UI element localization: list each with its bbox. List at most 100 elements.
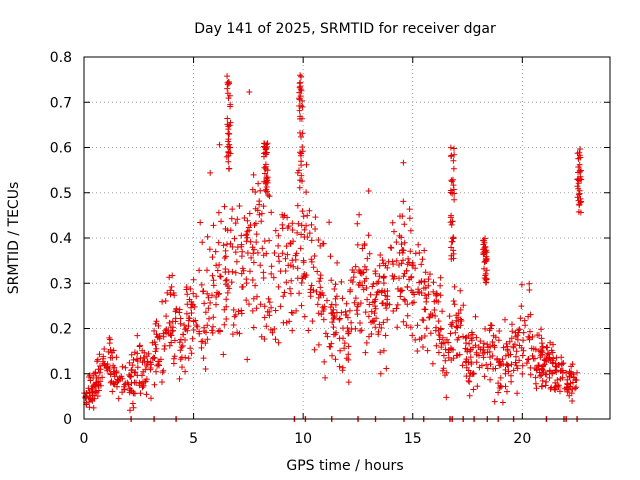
data-point (97, 363, 103, 369)
data-point (348, 326, 355, 333)
data-point (313, 288, 320, 295)
data-point (344, 314, 351, 321)
data-point (514, 390, 521, 397)
data-point (422, 292, 428, 299)
data-point (283, 243, 290, 250)
data-point (397, 288, 404, 295)
data-point (574, 369, 580, 376)
data-point (229, 243, 236, 250)
data-point (190, 327, 197, 333)
data-point (341, 340, 348, 347)
data-point (549, 370, 556, 376)
data-point (86, 399, 93, 405)
data-point (133, 356, 140, 362)
data-point (215, 239, 222, 246)
data-point (148, 395, 154, 402)
data-point (564, 381, 571, 388)
data-point (525, 356, 531, 363)
data-point (134, 332, 141, 339)
data-point (435, 332, 442, 338)
data-point (378, 324, 385, 331)
data-point (569, 398, 576, 404)
spike-point (451, 190, 458, 197)
data-point (557, 388, 563, 395)
data-point (421, 333, 428, 339)
data-point (535, 362, 542, 369)
data-point (368, 331, 375, 337)
data-point (287, 290, 294, 297)
data-point (352, 263, 359, 270)
data-point (495, 337, 502, 344)
data-point (296, 184, 303, 191)
data-point (243, 297, 250, 304)
spike-point (574, 183, 581, 190)
data-point (400, 198, 407, 205)
spike-point (261, 144, 268, 151)
data-point (365, 232, 372, 239)
data-point (308, 237, 315, 244)
data-point (332, 295, 339, 302)
data-point (552, 383, 559, 390)
data-point (394, 301, 401, 308)
data-point (566, 373, 573, 380)
spike-point (450, 235, 457, 242)
data-point (568, 390, 575, 397)
data-point (543, 371, 550, 378)
data-point (398, 241, 405, 248)
spike-point (261, 170, 268, 177)
data-point (407, 324, 414, 331)
data-point (510, 367, 517, 374)
data-point (442, 357, 449, 364)
data-point (491, 398, 498, 405)
data-point (489, 339, 496, 345)
data-point (451, 301, 458, 308)
data-point (422, 284, 429, 291)
data-point (499, 399, 506, 406)
data-point (257, 301, 264, 308)
spike-point (575, 177, 582, 184)
data-point (257, 262, 264, 269)
y-tick-label: 0.5 (50, 186, 72, 202)
data-point (504, 362, 511, 369)
spike-point (577, 195, 584, 202)
data-point (329, 319, 336, 326)
data-point (168, 339, 175, 346)
data-point (324, 333, 331, 340)
data-point (178, 344, 185, 351)
data-point (433, 342, 440, 349)
data-point (188, 310, 195, 316)
data-point (115, 395, 122, 402)
data-point (450, 298, 457, 304)
data-point (281, 289, 288, 296)
data-point (453, 323, 460, 330)
data-point (229, 206, 236, 213)
data-point (361, 263, 368, 270)
y-tick-label: 0.3 (50, 276, 72, 292)
data-point (380, 347, 387, 354)
data-point (298, 279, 305, 286)
data-point (409, 262, 415, 269)
data-point (442, 339, 448, 346)
data-point (387, 244, 394, 251)
data-point (532, 380, 539, 387)
spike-point (450, 250, 457, 257)
data-point (286, 318, 293, 325)
data-point (122, 380, 129, 387)
data-point (347, 286, 354, 293)
data-point (215, 328, 222, 335)
data-point (141, 349, 148, 356)
y-tick-label: 0.7 (50, 95, 72, 111)
data-point (93, 388, 100, 395)
data-point (205, 305, 212, 312)
data-point (466, 340, 473, 347)
data-point (301, 313, 308, 320)
data-point (224, 241, 230, 248)
data-point (224, 289, 231, 296)
data-point (416, 279, 423, 286)
data-point (361, 241, 368, 247)
data-point (380, 280, 387, 287)
spike-point (299, 130, 306, 137)
data-point (159, 379, 165, 385)
data-point (168, 332, 175, 339)
data-point (210, 314, 217, 321)
